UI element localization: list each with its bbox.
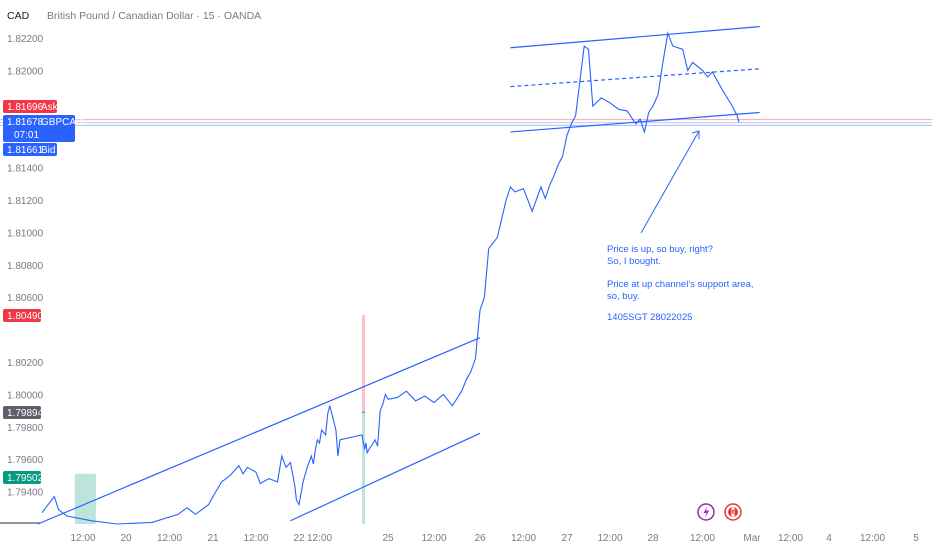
x-tick-label: 22: [293, 533, 305, 544]
red-zone: [362, 315, 366, 413]
y-tick-label: 1.80800: [7, 261, 44, 272]
upper-channel-mid[interactable]: [510, 68, 760, 88]
arrow-head: [691, 130, 700, 139]
x-tick-label: 21: [207, 533, 219, 544]
x-tick-label: 12:00: [243, 533, 268, 544]
x-tick-label: 12:00: [778, 533, 803, 544]
y-tick-label: 1.80200: [7, 358, 44, 369]
position-zones: [74, 315, 366, 524]
y-tick-label: 1.81000: [7, 228, 44, 239]
y-tick-label: 1.82200: [7, 34, 44, 45]
lightning-icon-bolt: [703, 506, 709, 518]
x-tick-label: Mar: [743, 533, 761, 544]
note-line-3: Price at up channel's support area,: [607, 279, 754, 290]
x-tick-label: 27: [561, 533, 573, 544]
flag-icon-leaf: [731, 509, 735, 514]
bid-tag-label: Bid: [41, 145, 55, 156]
price-series-line: [41, 31, 740, 525]
x-tick-label: 12:00: [421, 533, 446, 544]
bar-countdown: 07:01: [14, 130, 39, 141]
bid-price-value: 1.81661: [7, 145, 44, 156]
stop-tag-bg: [3, 309, 41, 322]
entry-price-tag: 1.79894: [3, 406, 44, 419]
lightning-icon[interactable]: [697, 503, 715, 521]
y-tick-label: 1.81200: [7, 196, 44, 207]
y-tick-label: 1.80000: [7, 390, 44, 401]
y-tick-label: 1.79400: [7, 488, 44, 499]
last-price-symbol: GBPCAD: [41, 117, 83, 128]
note-line-1: Price is up, so buy, right?: [607, 244, 713, 255]
entry-price-value: 1.79894: [7, 408, 44, 419]
y-tick-label: 1.79800: [7, 423, 44, 434]
y-tick-label: 1.82000: [7, 66, 44, 77]
price-reference-lines: [0, 119, 932, 126]
note-line-5: 1405SGT 28022025: [607, 312, 692, 323]
entry-tag-bg: [3, 406, 41, 419]
target-zone: [74, 473, 96, 524]
lower-channel-bottom[interactable]: [290, 432, 481, 522]
annotation-arrow[interactable]: [640, 130, 700, 234]
green-zone: [362, 412, 366, 524]
x-tick-label: 25: [382, 533, 394, 544]
ask-tag-label: Ask: [41, 102, 59, 113]
upper-channel-top[interactable]: [510, 26, 760, 49]
y-axis[interactable]: 1.82200 1.82000 1.81400 1.81200 1.81000 1.808…: [7, 34, 44, 499]
note-line-2: So, I bought.: [607, 256, 661, 267]
ask-price-tag: 1.81696 Ask: [3, 100, 59, 113]
x-tick-label: 26: [474, 533, 486, 544]
lower-channel-support[interactable]: [37, 337, 481, 525]
ask-price-value: 1.81696: [7, 102, 44, 113]
canada-flag-icon[interactable]: [724, 503, 742, 521]
currency-label: CAD: [7, 10, 30, 22]
ask-tag-bg: [3, 100, 57, 113]
stop-price-value: 1.80490: [7, 311, 44, 322]
bid-tag-bg: [3, 143, 57, 156]
last-price-value: 1.81678: [7, 117, 44, 128]
x-tick-label: 12:00: [70, 533, 95, 544]
x-tick-label: 20: [120, 533, 132, 544]
last-tag-bg: [3, 115, 75, 142]
note-line-4: so, buy.: [607, 291, 640, 302]
symbol-title: British Pound / Canadian Dollar · 15 · O…: [47, 10, 261, 22]
y-tick-label: 1.79600: [7, 455, 44, 466]
x-tick-label: 12:00: [690, 533, 715, 544]
target-price-tag: 1.79502: [3, 471, 44, 484]
bid-price-tag: 1.81661 Bid: [3, 143, 57, 156]
trend-lines[interactable]: [37, 26, 760, 525]
y-tick-label: 1.80600: [7, 293, 44, 304]
x-axis[interactable]: 12:00 20 12:00 21 12:00 22 12:00 25 12:00 26 12:00…: [70, 533, 919, 544]
x-tick-label: 4: [826, 533, 832, 544]
x-tick-label: 12:00: [860, 533, 885, 544]
target-tag-bg: [3, 471, 41, 484]
x-tick-label: 12:00: [511, 533, 536, 544]
y-tick-label: 1.81400: [7, 164, 44, 175]
arrow-shaft: [640, 130, 700, 234]
x-tick-label: 5: [913, 533, 919, 544]
annotation-note[interactable]: Price is up, so buy, right? So, I bought…: [607, 244, 754, 323]
x-tick-label: 12:00: [307, 533, 332, 544]
stop-price-tag: 1.80490: [3, 309, 44, 322]
x-tick-label: 12:00: [597, 533, 622, 544]
x-tick-label: 28: [647, 533, 659, 544]
target-price-value: 1.79502: [7, 473, 44, 484]
x-tick-label: 12:00: [157, 533, 182, 544]
last-price-tag: 1.81678 GBPCAD 07:01: [3, 115, 83, 142]
